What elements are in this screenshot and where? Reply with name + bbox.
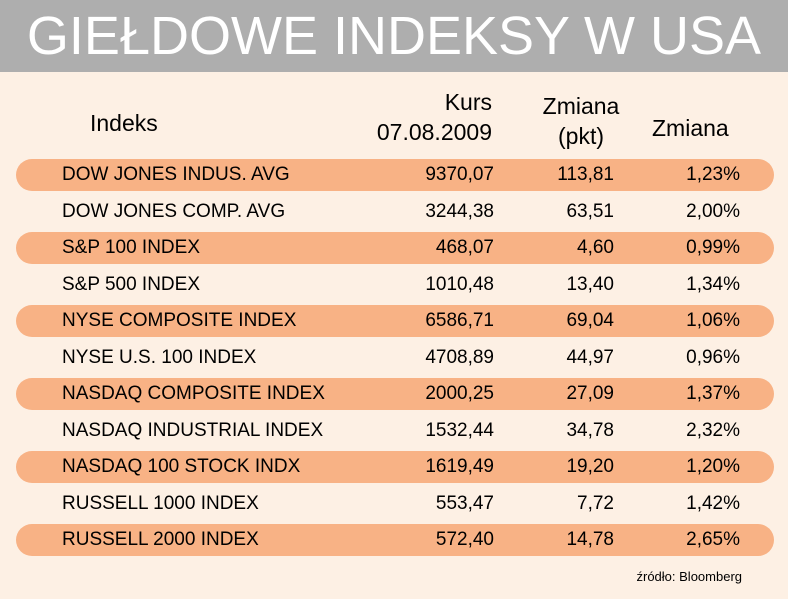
index-kurs: 1619,49	[425, 456, 494, 477]
index-change-pkt: 34,78	[566, 420, 614, 441]
table-row: DOW JONES COMP. AVG 3244,38 63,51 2,00%	[16, 196, 774, 228]
index-change-pct: 1,06%	[686, 310, 740, 331]
index-change-pkt: 113,81	[557, 164, 614, 185]
index-change-pkt: 7,72	[577, 493, 614, 514]
table-row: RUSSELL 1000 INDEX 553,47 7,72 1,42%	[16, 488, 774, 520]
table-row: RUSSELL 2000 INDEX 572,40 14,78 2,65%	[16, 524, 774, 556]
table-row: S&P 100 INDEX 468,07 4,60 0,99%	[16, 232, 774, 264]
index-kurs: 468,07	[435, 237, 494, 258]
index-kurs: 572,40	[435, 529, 494, 550]
table-row: DOW JONES INDUS. AVG 9370,07 113,81 1,23%	[16, 159, 774, 191]
table-row: NASDAQ INDUSTRIAL INDEX 1532,44 34,78 2,32%	[16, 415, 774, 447]
header-zmiana-pct: Zmiana	[652, 115, 729, 141]
index-change-pct: 0,96%	[686, 347, 740, 368]
index-change-pkt: 13,40	[566, 274, 614, 295]
table-row: NASDAQ COMPOSITE INDEX 2000,25 27,09 1,37%	[16, 378, 774, 410]
header-zmiana-pkt-label: Zmiana	[542, 93, 620, 119]
index-change-pct: 2,00%	[686, 201, 740, 222]
header-kurs: Kurs 07.08.2009	[377, 87, 492, 147]
index-change-pct: 2,65%	[686, 529, 740, 550]
index-name: S&P 500 INDEX	[62, 274, 201, 295]
index-change-pct: 1,42%	[686, 493, 740, 514]
header-zmiana-pkt-unit: (pkt)	[558, 123, 604, 149]
page-title: GIEŁDOWE INDEKSY W USA	[26, 6, 762, 66]
index-kurs: 3244,38	[425, 201, 494, 222]
index-kurs: 553,47	[435, 493, 494, 514]
index-kurs: 6586,71	[425, 310, 494, 331]
index-change-pkt: 19,20	[566, 456, 614, 477]
index-kurs: 9370,07	[425, 164, 494, 185]
index-change-pct: 1,20%	[686, 456, 740, 477]
index-change-pct: 1,34%	[686, 274, 740, 295]
index-change-pkt: 27,09	[566, 383, 614, 404]
table-row: NASDAQ 100 STOCK INDX 1619,49 19,20 1,20%	[16, 451, 774, 483]
index-change-pkt: 14,78	[566, 529, 614, 550]
index-change-pct: 1,23%	[686, 164, 740, 185]
index-change-pkt: 63,51	[566, 201, 614, 222]
table-row: NYSE COMPOSITE INDEX 6586,71 69,04 1,06%	[16, 305, 774, 337]
index-kurs: 1532,44	[425, 420, 494, 441]
index-name: DOW JONES INDUS. AVG	[62, 164, 290, 185]
index-kurs: 2000,25	[425, 383, 494, 404]
index-change-pct: 1,37%	[686, 383, 740, 404]
index-name: NASDAQ 100 STOCK INDX	[62, 456, 301, 477]
source-note: źródło: Bloomberg	[636, 569, 743, 584]
table-row: S&P 500 INDEX 1010,48 13,40 1,34%	[16, 269, 774, 301]
index-name: NASDAQ COMPOSITE INDEX	[62, 383, 325, 404]
header-kurs-label: Kurs	[444, 89, 492, 115]
index-change-pct: 0,99%	[686, 237, 740, 258]
index-kurs: 1010,48	[425, 274, 494, 295]
index-name: NASDAQ INDUSTRIAL INDEX	[62, 420, 324, 441]
index-name: NYSE U.S. 100 INDEX	[62, 347, 257, 368]
index-name: S&P 100 INDEX	[62, 237, 201, 258]
header-indeks: Indeks	[90, 110, 158, 136]
header-kurs-date: 07.08.2009	[376, 119, 492, 145]
title-bar: GIEŁDOWE INDEKSY W USA	[0, 0, 788, 72]
index-name: NYSE COMPOSITE INDEX	[62, 310, 297, 331]
index-name: DOW JONES COMP. AVG	[62, 201, 286, 222]
index-name: RUSSELL 1000 INDEX	[62, 493, 259, 514]
index-change-pkt: 4,60	[577, 237, 614, 258]
index-kurs: 4708,89	[425, 347, 494, 368]
index-name: RUSSELL 2000 INDEX	[62, 529, 259, 550]
header-zmiana-pkt: Zmiana (pkt)	[528, 91, 634, 151]
table-row: NYSE U.S. 100 INDEX 4708,89 44,97 0,96%	[16, 342, 774, 374]
index-change-pct: 2,32%	[686, 420, 740, 441]
index-change-pkt: 44,97	[566, 347, 614, 368]
index-change-pkt: 69,04	[566, 310, 614, 331]
